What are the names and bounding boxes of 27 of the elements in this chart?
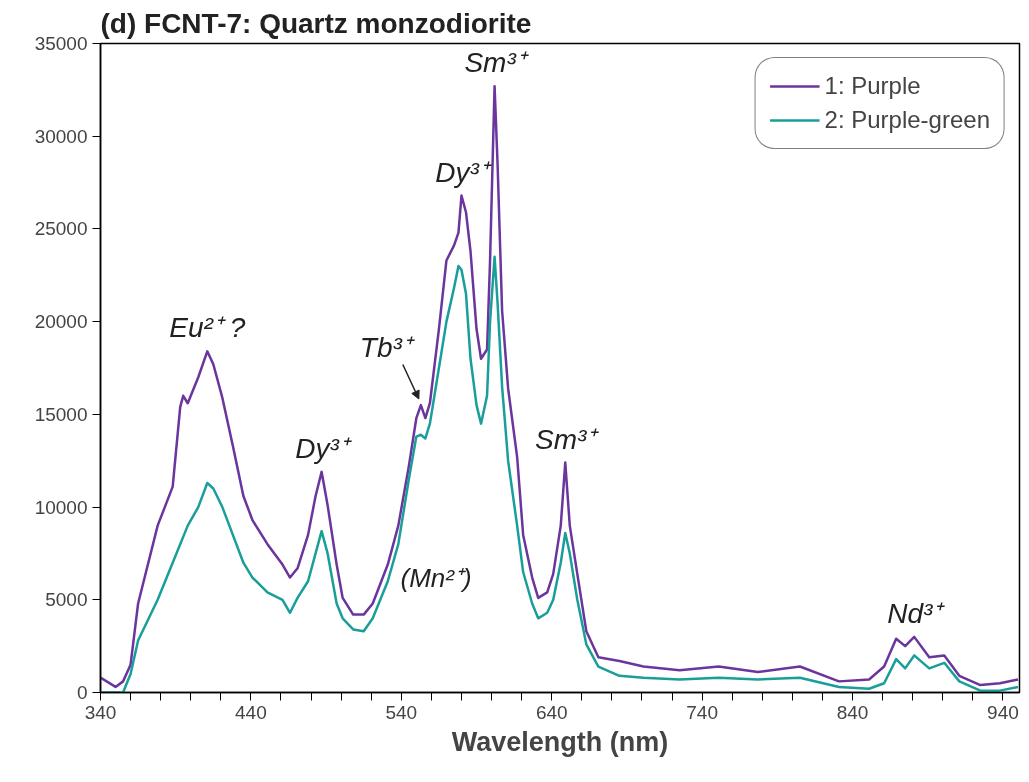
- legend-label: 2: Purple-green: [824, 106, 990, 134]
- annotation: Nd³⁺: [887, 597, 946, 629]
- annotation: Dy³⁺: [295, 432, 352, 464]
- x-tick-label: 340: [84, 701, 117, 723]
- x-tick-label: 440: [235, 701, 267, 723]
- y-tick-label: 20000: [34, 311, 88, 333]
- x-tick-label: 940: [987, 701, 1019, 723]
- annotation: Dy³⁺: [435, 156, 492, 188]
- annotation: Sm³⁺: [535, 423, 600, 455]
- y-tick-label: 35000: [34, 33, 88, 54]
- legend-label: 1: Purple: [824, 72, 921, 100]
- annotation: Tb³⁺: [359, 332, 415, 364]
- y-tick-label: 15000: [34, 403, 88, 425]
- x-tick-label: 640: [535, 701, 568, 723]
- annotation: Sm³⁺: [464, 47, 529, 79]
- y-tick-label: 0: [76, 682, 88, 703]
- x-axis-title: Wavelength (nm): [451, 726, 669, 757]
- x-tick-label: 840: [836, 701, 869, 723]
- x-tick-label: 540: [385, 701, 418, 723]
- y-tick-label: 5000: [45, 589, 88, 611]
- y-tick-label: 10000: [34, 496, 88, 518]
- annotation: Eu²⁺ ?: [169, 312, 246, 344]
- x-tick-label: 740: [686, 701, 718, 723]
- annotation: (Mn²⁺): [400, 562, 472, 593]
- chart-title: (d) FCNT-7: Quartz monzodiorite: [100, 7, 532, 39]
- y-tick-label: 30000: [34, 125, 88, 147]
- y-tick-label: 25000: [34, 218, 88, 240]
